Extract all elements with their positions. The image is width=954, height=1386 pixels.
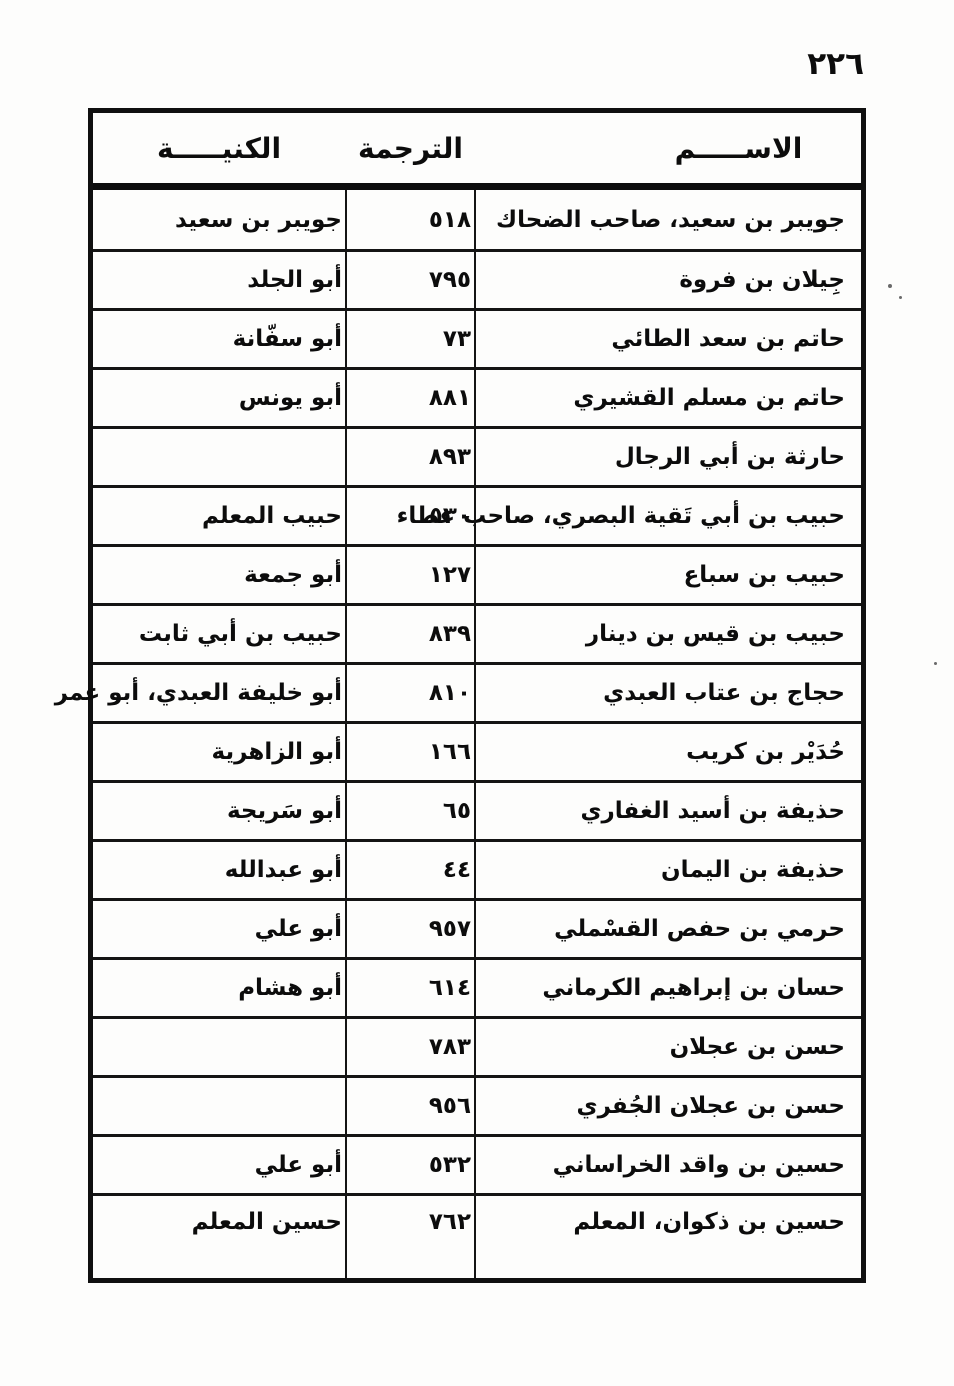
kunya-cell [93, 429, 345, 485]
table-row: حذيفة بن أسيد الغفاري ٦٥ أبو سَريجة [93, 780, 861, 839]
table-row: حبيب بن أبي تَقية البصري، صاحب عطاء ٥٣٠ … [93, 485, 861, 544]
name-cell: حارثة بن أبي الرجال [614, 444, 845, 470]
name-cell: حرمي بن حفص القسْملي [554, 916, 845, 942]
table-row: جويبر بن سعيد، صاحب الضحاك ٥١٨ جويبر بن … [93, 190, 861, 249]
kunya-cell: أبو هشام [238, 975, 342, 1001]
entry-number-cell: ٦١٤ [345, 960, 476, 1016]
kunya-cell [93, 1078, 345, 1134]
table-row: جِيلان بن فروة ٧٩٥ أبو الجلد [93, 249, 861, 308]
name-cell: حسين بن واقد الخراساني [552, 1152, 845, 1178]
name-cell: حاتم بن سعد الطائي [611, 326, 845, 352]
table-row: حبيب بن سباع ١٢٧ أبو جمعة [93, 544, 861, 603]
table-body: جويبر بن سعيد، صاحب الضحاك ٥١٨ جويبر بن … [55, 190, 861, 1278]
name-cell: حبيب بن سباع [683, 562, 845, 588]
entry-number-cell: ٨٩٣ [345, 429, 476, 485]
scan-speck [888, 284, 892, 288]
kunya-cell: أبو علي [254, 1152, 342, 1178]
kunya-cell: أبو الجلد [247, 267, 342, 293]
name-cell: حاتم بن مسلم القشيري [573, 385, 845, 411]
table-row: حرمي بن حفص القسْملي ٩٥٧ أبو علي [93, 898, 861, 957]
scan-speck [899, 296, 902, 299]
column-header-name: الاســـــم [674, 131, 803, 165]
column-header-kunya: الكنيـــــة [156, 131, 282, 165]
name-cell: حذيفة بن أسيد الغفاري [580, 798, 845, 824]
entry-number-cell: ٩٥٦ [345, 1078, 476, 1134]
entry-number-cell: ٨٣٩ [345, 606, 476, 662]
page-number: ٢٢٦ [807, 46, 864, 82]
scan-speck [934, 662, 937, 665]
table-header: الاســـــم الترجمة الكنيـــــة [93, 113, 861, 190]
kunya-cell: حسين المعلم [191, 1209, 342, 1235]
name-cell: حبيب بن أبي تَقية البصري، صاحب عطاء [396, 503, 845, 529]
entry-number-cell: ٥٣٠ [345, 488, 476, 544]
entry-number-cell: ٩٥٧ [345, 901, 476, 957]
table-row: حجاج بن عتاب العبدي ٨١٠ أبو خليفة العبدي… [55, 662, 861, 721]
entry-number-cell: ٤٤ [345, 842, 476, 898]
kunya-cell: أبو يونس [238, 385, 342, 411]
name-cell: جويبر بن سعيد، صاحب الضحاك [496, 206, 845, 233]
kunya-cell: جويبر بن سعيد [175, 206, 342, 233]
name-cell: حُدَيْر بن كريب [686, 739, 845, 765]
name-cell: حجاج بن عتاب العبدي [603, 680, 845, 706]
kunya-cell: حبيب بن أبي ثابت [138, 621, 342, 647]
entry-number-cell: ٥١٨ [345, 190, 476, 249]
kunya-cell: حبيب المعلم [201, 503, 342, 529]
name-cell: حذيفة بن اليمان [661, 857, 845, 883]
name-cell: حسن بن عجلان [669, 1034, 845, 1060]
entry-number-cell: ٥٣٢ [345, 1137, 476, 1193]
table-row: حسين بن واقد الخراساني ٥٣٢ أبو علي [93, 1134, 861, 1193]
entry-number-cell: ١٦٦ [345, 724, 476, 780]
kunya-cell: أبو علي [254, 916, 342, 942]
kunya-cell: أبو خليفة العبدي، أبو عمر [54, 680, 342, 706]
name-cell: جِيلان بن فروة [679, 267, 845, 293]
table-row: حاتم بن سعد الطائي ٧٣ أبو سفّانة [93, 308, 861, 367]
entry-number-cell: ٧٩٥ [345, 252, 476, 308]
table-row: حاتم بن مسلم القشيري ٨٨١ أبو يونس [93, 367, 861, 426]
kunya-cell: أبو الزاهرية [211, 739, 343, 765]
entry-number-cell: ٨١٠ [345, 665, 476, 721]
entry-number-cell: ٧٣ [345, 311, 476, 367]
table-row: حذيفة بن اليمان ٤٤ أبو عبدالله [93, 839, 861, 898]
entry-number-cell: ٧٨٣ [345, 1019, 476, 1075]
kunya-cell: أبو عبدالله [224, 857, 342, 883]
kunya-cell [93, 1019, 345, 1075]
table-row: حسين بن ذكوان، المعلم ٧٦٢ حسين المعلم [93, 1193, 861, 1278]
table-row: حسن بن عجلان الجُفري ٩٥٦ [93, 1075, 861, 1134]
records-table: الاســـــم الترجمة الكنيـــــة جويبر بن … [55, 108, 866, 1283]
kunya-cell: أبو جمعة [244, 562, 342, 588]
table-row: حسن بن عجلان ٧٨٣ [93, 1016, 861, 1075]
name-cell: حسين بن ذكوان، المعلم [573, 1209, 845, 1235]
table-row: حارثة بن أبي الرجال ٨٩٣ [93, 426, 861, 485]
name-cell: حسن بن عجلان الجُفري [576, 1093, 845, 1119]
kunya-cell: أبو سَريجة [226, 798, 342, 824]
entry-number-cell: ٨٨١ [345, 370, 476, 426]
table-row: حسان بن إبراهيم الكرماني ٦١٤ أبو هشام [93, 957, 861, 1016]
name-cell: حسان بن إبراهيم الكرماني [542, 975, 845, 1001]
table-row: حُدَيْر بن كريب ١٦٦ أبو الزاهرية [93, 721, 861, 780]
table-row: حبيب بن قيس بن دينار ٨٣٩ حبيب بن أبي ثاب… [93, 603, 861, 662]
kunya-cell: أبو سفّانة [232, 326, 342, 352]
entry-number-cell: ٦٥ [345, 783, 476, 839]
name-cell: حبيب بن قيس بن دينار [585, 621, 845, 647]
column-header-entry: الترجمة [358, 131, 463, 165]
entry-number-cell: ١٢٧ [345, 547, 476, 603]
entry-number-cell: ٧٦٢ [345, 1196, 476, 1278]
